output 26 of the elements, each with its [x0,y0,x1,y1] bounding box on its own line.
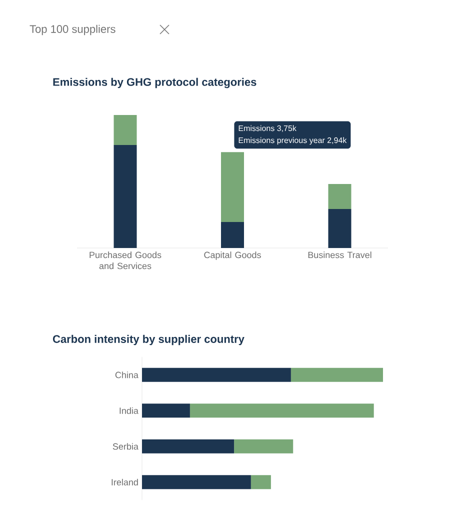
bar [290,368,384,382]
annotation: Emissions previous year 2,94k [238,137,347,145]
bar [328,184,352,210]
bar [221,152,244,222]
bar [250,475,271,490]
y-tick-label: China [115,372,138,378]
bar [142,404,190,418]
x-tick-label: Business Travel [308,252,372,258]
bar [142,368,291,382]
annotation: Emissions 3,75k [238,125,296,132]
y-tick-label: Ireland [112,478,138,486]
bar [328,209,352,248]
x-tick-label: Capital Goods [204,252,261,260]
chart-title: Carbon intensity by supplier country [52,334,244,346]
bar [114,145,137,248]
bar [114,114,137,146]
bar [234,439,294,454]
bar [190,404,374,418]
bar [221,222,244,248]
y-tick-label: Serbia [112,443,138,450]
bar [142,439,234,454]
chart-title: Emissions by GHG protocol categories [53,78,256,88]
text: Top 100 suppliers [30,24,116,36]
bar [142,475,251,490]
x-tick-label: Purchased Goods and Services [90,252,162,270]
y-tick-label: India [120,407,138,414]
